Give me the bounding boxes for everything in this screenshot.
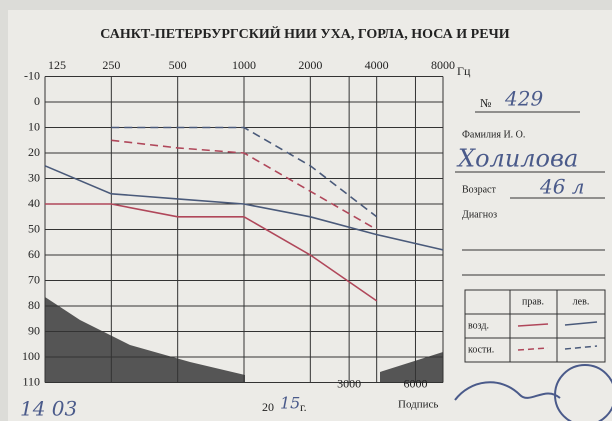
x-tick-label: 3000 bbox=[337, 376, 361, 390]
y-tick-label: 70 bbox=[28, 272, 40, 286]
legend-row: кости. bbox=[468, 344, 494, 355]
form-photo: САНКТ-ПЕТЕРБУРГСКИЙ НИИ УХА, ГОРЛА, НОСА… bbox=[0, 0, 612, 421]
year-value: 15 bbox=[280, 394, 300, 413]
legend-col: лев. bbox=[573, 296, 590, 307]
number-label: № bbox=[480, 96, 491, 110]
x-tick-label: 4000 bbox=[365, 58, 389, 72]
year-suffix: г. bbox=[300, 400, 307, 414]
y-tick-label: 100 bbox=[22, 349, 40, 363]
number-value: 429 bbox=[504, 87, 543, 111]
y-tick-label: 0 bbox=[34, 94, 40, 108]
age-value: 46 л bbox=[539, 175, 585, 199]
diagnosis-label: Диагноз bbox=[462, 209, 497, 220]
y-tick-label: 60 bbox=[28, 247, 40, 261]
y-tick-label: 50 bbox=[28, 221, 40, 235]
x-unit: Гц bbox=[457, 64, 471, 78]
y-tick-label: 110 bbox=[22, 374, 40, 388]
date-day: 14 03 bbox=[20, 397, 77, 421]
name-value: Холилова bbox=[456, 145, 578, 173]
legend-col: прав. bbox=[522, 296, 544, 307]
y-tick-label: 30 bbox=[28, 170, 40, 184]
year-prefix: 20 bbox=[262, 400, 274, 414]
y-tick-label: 80 bbox=[28, 298, 40, 312]
y-tick-label: 40 bbox=[28, 196, 40, 210]
y-tick-label: 90 bbox=[28, 323, 40, 337]
x-tick-label: 250 bbox=[102, 58, 120, 72]
x-tick-label: 2000 bbox=[298, 58, 322, 72]
x-tick-label: 6000 bbox=[403, 376, 427, 390]
name-label: Фамилия И. О. bbox=[462, 129, 525, 140]
legend-row: возд. bbox=[468, 320, 489, 331]
y-tick-label: -10 bbox=[24, 68, 40, 82]
age-label: Возраст bbox=[462, 184, 496, 195]
signature-label: Подпись bbox=[398, 399, 438, 411]
x-tick-label: 1000 bbox=[232, 58, 256, 72]
x-tick-label: 8000 bbox=[431, 58, 455, 72]
title: САНКТ-ПЕТЕРБУРГСКИЙ НИИ УХА, ГОРЛА, НОСА… bbox=[100, 25, 510, 42]
y-tick-label: 20 bbox=[28, 145, 40, 159]
x-tick-label: 500 bbox=[169, 58, 187, 72]
y-tick-label: 10 bbox=[28, 119, 40, 133]
x-tick-label: 125 bbox=[48, 58, 66, 72]
